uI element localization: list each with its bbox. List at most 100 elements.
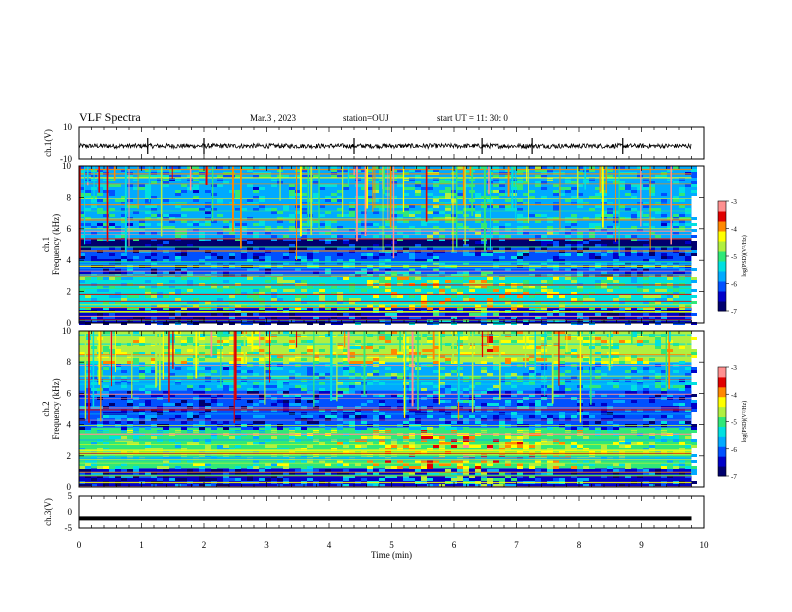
ch1-spectrogram-cell (571, 271, 577, 274)
ch2-spectrogram-cell (229, 376, 235, 379)
ch1-spectrogram-cell (541, 235, 547, 238)
ch1-spectrogram-cell (481, 286, 487, 289)
ch1-spectrogram-cell (139, 235, 145, 238)
ch2-spectrogram-cell (421, 460, 427, 463)
ch1-spectrogram-cell (175, 268, 181, 271)
ch2-spectrogram-cell (289, 349, 295, 352)
ch2-spectrogram-cell (505, 361, 511, 364)
ch2-spectrogram-cell (499, 418, 505, 421)
ch1-spectrogram-cell (637, 301, 643, 304)
ch1-spectrogram-cell (109, 313, 115, 316)
ch1-spectrogram-cell (331, 286, 337, 289)
ch1-spectrogram-cell (475, 196, 481, 199)
ch2-spectrogram-cell (355, 409, 361, 412)
ch2-spectrogram-cell (421, 436, 427, 439)
ch1-spectrogram-cell (415, 211, 421, 214)
ch1-spectrogram-cell (379, 169, 385, 172)
ch1-spectrogram-cell (517, 289, 523, 292)
ch2-spectrogram-cell (343, 442, 349, 445)
ch2-spectrogram-cell (307, 376, 313, 379)
ch1-spectrogram-cell (97, 208, 103, 211)
ch2-spectrogram-cell (511, 340, 517, 343)
ch2-spectrogram-cell (211, 370, 217, 373)
ch1-spectrogram-cell (493, 259, 499, 262)
ch1-spectrogram-cell (337, 175, 343, 178)
ch1-spectrogram-cell (433, 220, 439, 223)
ch1-spectrogram-cell (259, 253, 265, 256)
ch2-spectrogram-cell (463, 439, 469, 442)
ch1-spectrogram-cell (187, 214, 193, 217)
ch1-spectrogram-cell (457, 307, 463, 310)
ch1-spectrogram-cell (157, 169, 163, 172)
ch1-spectrogram-cell (361, 232, 367, 235)
ch1-spectrogram-cell (649, 268, 655, 271)
ch2-spectrogram-cell (259, 349, 265, 352)
ch2-spectrogram-cell (541, 403, 547, 406)
ch1-spectrogram-cell (115, 295, 121, 298)
ch2-spectrogram-cell (259, 463, 265, 466)
ch2-spectrogram-cell (163, 346, 169, 349)
ch2-spectrogram-cell (439, 376, 445, 379)
ch1-spectrogram-cell (109, 241, 115, 244)
ch2-spectrogram-cell (421, 370, 427, 373)
ch1-spectrogram-cell (211, 220, 217, 223)
ch2-spectrogram-cell (127, 340, 133, 343)
ch1-spectrogram-cell (433, 268, 439, 271)
ch1-spectrogram-cell (175, 292, 181, 295)
ch1-spectrogram-cell (505, 244, 511, 247)
ch2-spectrogram-cell (439, 442, 445, 445)
ch2-spectrogram-cell (457, 460, 463, 463)
ch2-spectrogram-cell (139, 337, 145, 340)
ch2-spectrogram-cell (307, 418, 313, 421)
ch1-spectrogram-cell (241, 298, 247, 301)
ch2-spectrogram-cell (547, 418, 553, 421)
ch1-spectrogram-cell (283, 235, 289, 238)
ch2-spectrogram-cell (427, 382, 433, 385)
ch1-spectrogram-cell (223, 286, 229, 289)
ch2-spectrogram-cell (301, 385, 307, 388)
ch2-spectrogram-cell (499, 355, 505, 358)
ch1-spectrogram-cell (493, 229, 499, 232)
ch1-spectrogram-cell (205, 190, 211, 193)
ch2-spectrogram-cell (601, 361, 607, 364)
ch1-spectrogram-cell (169, 280, 175, 283)
ch2-spectrogram-cell (169, 376, 175, 379)
ch2-spectrogram-cell (313, 358, 319, 361)
ch1-spectrogram-cell (589, 226, 595, 229)
ch1-spectrogram-cell (427, 208, 433, 211)
ch1-spectrogram-cell (193, 223, 199, 226)
ch2-spectrogram-cell (199, 373, 205, 376)
ch1-spectrogram-cell (229, 229, 235, 232)
ch1-spectrogram-cell (229, 175, 235, 178)
ch1-spectrogram-cell (223, 229, 229, 232)
ch1-spectrogram-cell (223, 175, 229, 178)
ch2-spectrogram-cell (295, 439, 301, 442)
ch1-spectrogram-cell (403, 247, 409, 250)
ch1-spectrogram-cell (331, 229, 337, 232)
ch1-spectrogram-cell (565, 181, 571, 184)
ch2-spectrogram-cell (271, 415, 277, 418)
ch2-spectrogram-cell (307, 415, 313, 418)
ch2-spectrogram-cell (193, 415, 199, 418)
ch1-spectrogram-cell (253, 268, 259, 271)
ch1-spectrogram-cell (409, 307, 415, 310)
ch1-spectrogram-cell (259, 187, 265, 190)
ch1-spectrogram-cell (295, 193, 301, 196)
ch2-spectrogram-cell (541, 385, 547, 388)
ch1-spectrogram-cell (553, 214, 559, 217)
ch2-spectrogram-cell (349, 409, 355, 412)
ch2-spectrogram-cell (409, 442, 415, 445)
ch1-spectrogram-cell (475, 244, 481, 247)
ch2-spectrogram-cell (373, 445, 379, 448)
ch1-spectrogram-cell (367, 184, 373, 187)
ch1-spectrogram-cell (343, 298, 349, 301)
ch1-spectrogram-cell (661, 220, 667, 223)
ch1-spectrogram-cell (193, 247, 199, 250)
ch2-spectrogram-cell (619, 439, 625, 442)
ch2-spectrogram-cell (175, 445, 181, 448)
ch1-spectrogram-cell (589, 316, 595, 319)
ch1-spectrogram-cell (433, 175, 439, 178)
ch1-spectrogram-cell (469, 298, 475, 301)
ch1-spectrogram-cell (439, 196, 445, 199)
ch1-spectrogram-cell (379, 184, 385, 187)
